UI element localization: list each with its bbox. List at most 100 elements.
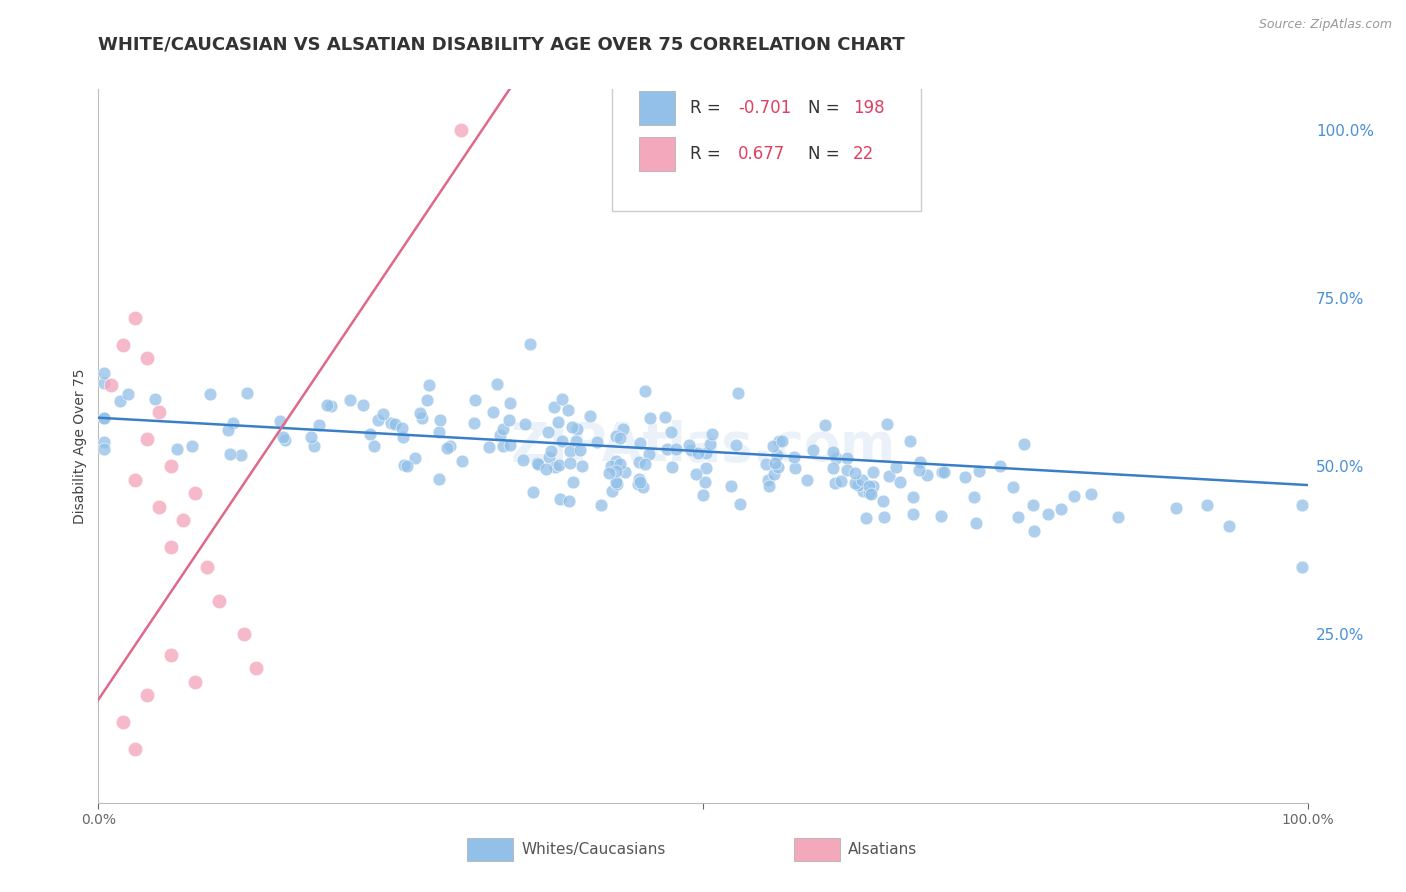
Point <box>678 438 700 452</box>
Point <box>547 415 569 429</box>
Text: Alsatians: Alsatians <box>848 842 917 856</box>
Point <box>339 393 361 408</box>
Point <box>236 385 259 400</box>
Point <box>988 459 1011 474</box>
Point <box>395 458 418 473</box>
Point <box>540 443 562 458</box>
Point <box>768 434 790 449</box>
Text: N =: N = <box>808 145 839 163</box>
Point <box>93 411 115 425</box>
Point <box>569 442 592 457</box>
Point <box>93 376 115 390</box>
Point <box>172 513 194 527</box>
Point <box>605 429 627 443</box>
Point <box>844 466 866 480</box>
Point <box>558 493 581 508</box>
Point <box>180 438 202 452</box>
Point <box>613 465 636 479</box>
Point <box>222 416 245 430</box>
Text: ZIPAtlas.com: ZIPAtlas.com <box>510 420 896 472</box>
Point <box>557 403 579 417</box>
Point <box>851 473 873 487</box>
Point <box>801 443 824 458</box>
Point <box>404 451 426 466</box>
Point <box>315 398 337 412</box>
Point <box>93 411 115 425</box>
Point <box>124 311 146 326</box>
Point <box>699 436 721 450</box>
Point <box>872 493 894 508</box>
Point <box>195 560 218 574</box>
Point <box>766 448 789 462</box>
Point <box>124 473 146 487</box>
Point <box>166 442 188 457</box>
Point <box>605 475 627 489</box>
Point <box>463 417 485 431</box>
Point <box>605 454 627 468</box>
Point <box>586 434 609 449</box>
Point <box>184 674 207 689</box>
Point <box>860 487 883 501</box>
Point <box>551 392 574 406</box>
Point <box>536 461 558 475</box>
Text: R =: R = <box>690 99 720 117</box>
Point <box>124 742 146 756</box>
Point <box>1002 479 1025 493</box>
Point <box>561 420 583 434</box>
Point <box>217 423 239 437</box>
Point <box>1007 510 1029 524</box>
Point <box>93 435 115 450</box>
Point <box>602 483 624 498</box>
Text: Source: ZipAtlas.com: Source: ZipAtlas.com <box>1258 18 1392 31</box>
Text: Whites/Caucasians: Whites/Caucasians <box>522 842 666 856</box>
Point <box>1080 487 1102 501</box>
Point <box>416 392 439 407</box>
Point <box>823 461 845 475</box>
Point <box>627 472 650 486</box>
Point <box>498 413 520 427</box>
Point <box>685 467 707 482</box>
Point <box>571 459 593 474</box>
Point <box>367 413 389 427</box>
Point <box>560 456 582 470</box>
Point <box>208 594 231 608</box>
Point <box>862 479 884 493</box>
Point <box>544 459 567 474</box>
Point <box>299 430 322 444</box>
Point <box>655 442 678 457</box>
FancyBboxPatch shape <box>638 137 675 171</box>
Point <box>492 439 515 453</box>
Point <box>967 464 990 478</box>
FancyBboxPatch shape <box>793 838 839 861</box>
Point <box>543 400 565 414</box>
Point <box>889 475 911 490</box>
Point <box>418 378 440 392</box>
Point <box>492 422 515 436</box>
Point <box>429 413 451 427</box>
Point <box>1021 498 1043 512</box>
FancyBboxPatch shape <box>638 91 675 125</box>
Point <box>380 416 402 430</box>
Point <box>427 425 450 439</box>
Point <box>763 456 786 470</box>
Point <box>631 480 654 494</box>
Point <box>628 435 651 450</box>
Point <box>955 470 977 484</box>
Point <box>762 439 785 453</box>
Point <box>929 509 952 524</box>
Point <box>536 425 558 439</box>
Point <box>824 476 846 491</box>
Point <box>844 475 866 490</box>
Point <box>965 516 987 530</box>
Point <box>485 377 508 392</box>
Point <box>1022 524 1045 538</box>
Point <box>352 398 374 412</box>
Point <box>763 467 786 481</box>
Text: 198: 198 <box>853 99 884 117</box>
Point <box>908 455 931 469</box>
Point <box>548 491 571 506</box>
Point <box>135 688 157 702</box>
Point <box>1218 519 1240 533</box>
Point <box>578 409 600 424</box>
Point <box>384 417 406 432</box>
